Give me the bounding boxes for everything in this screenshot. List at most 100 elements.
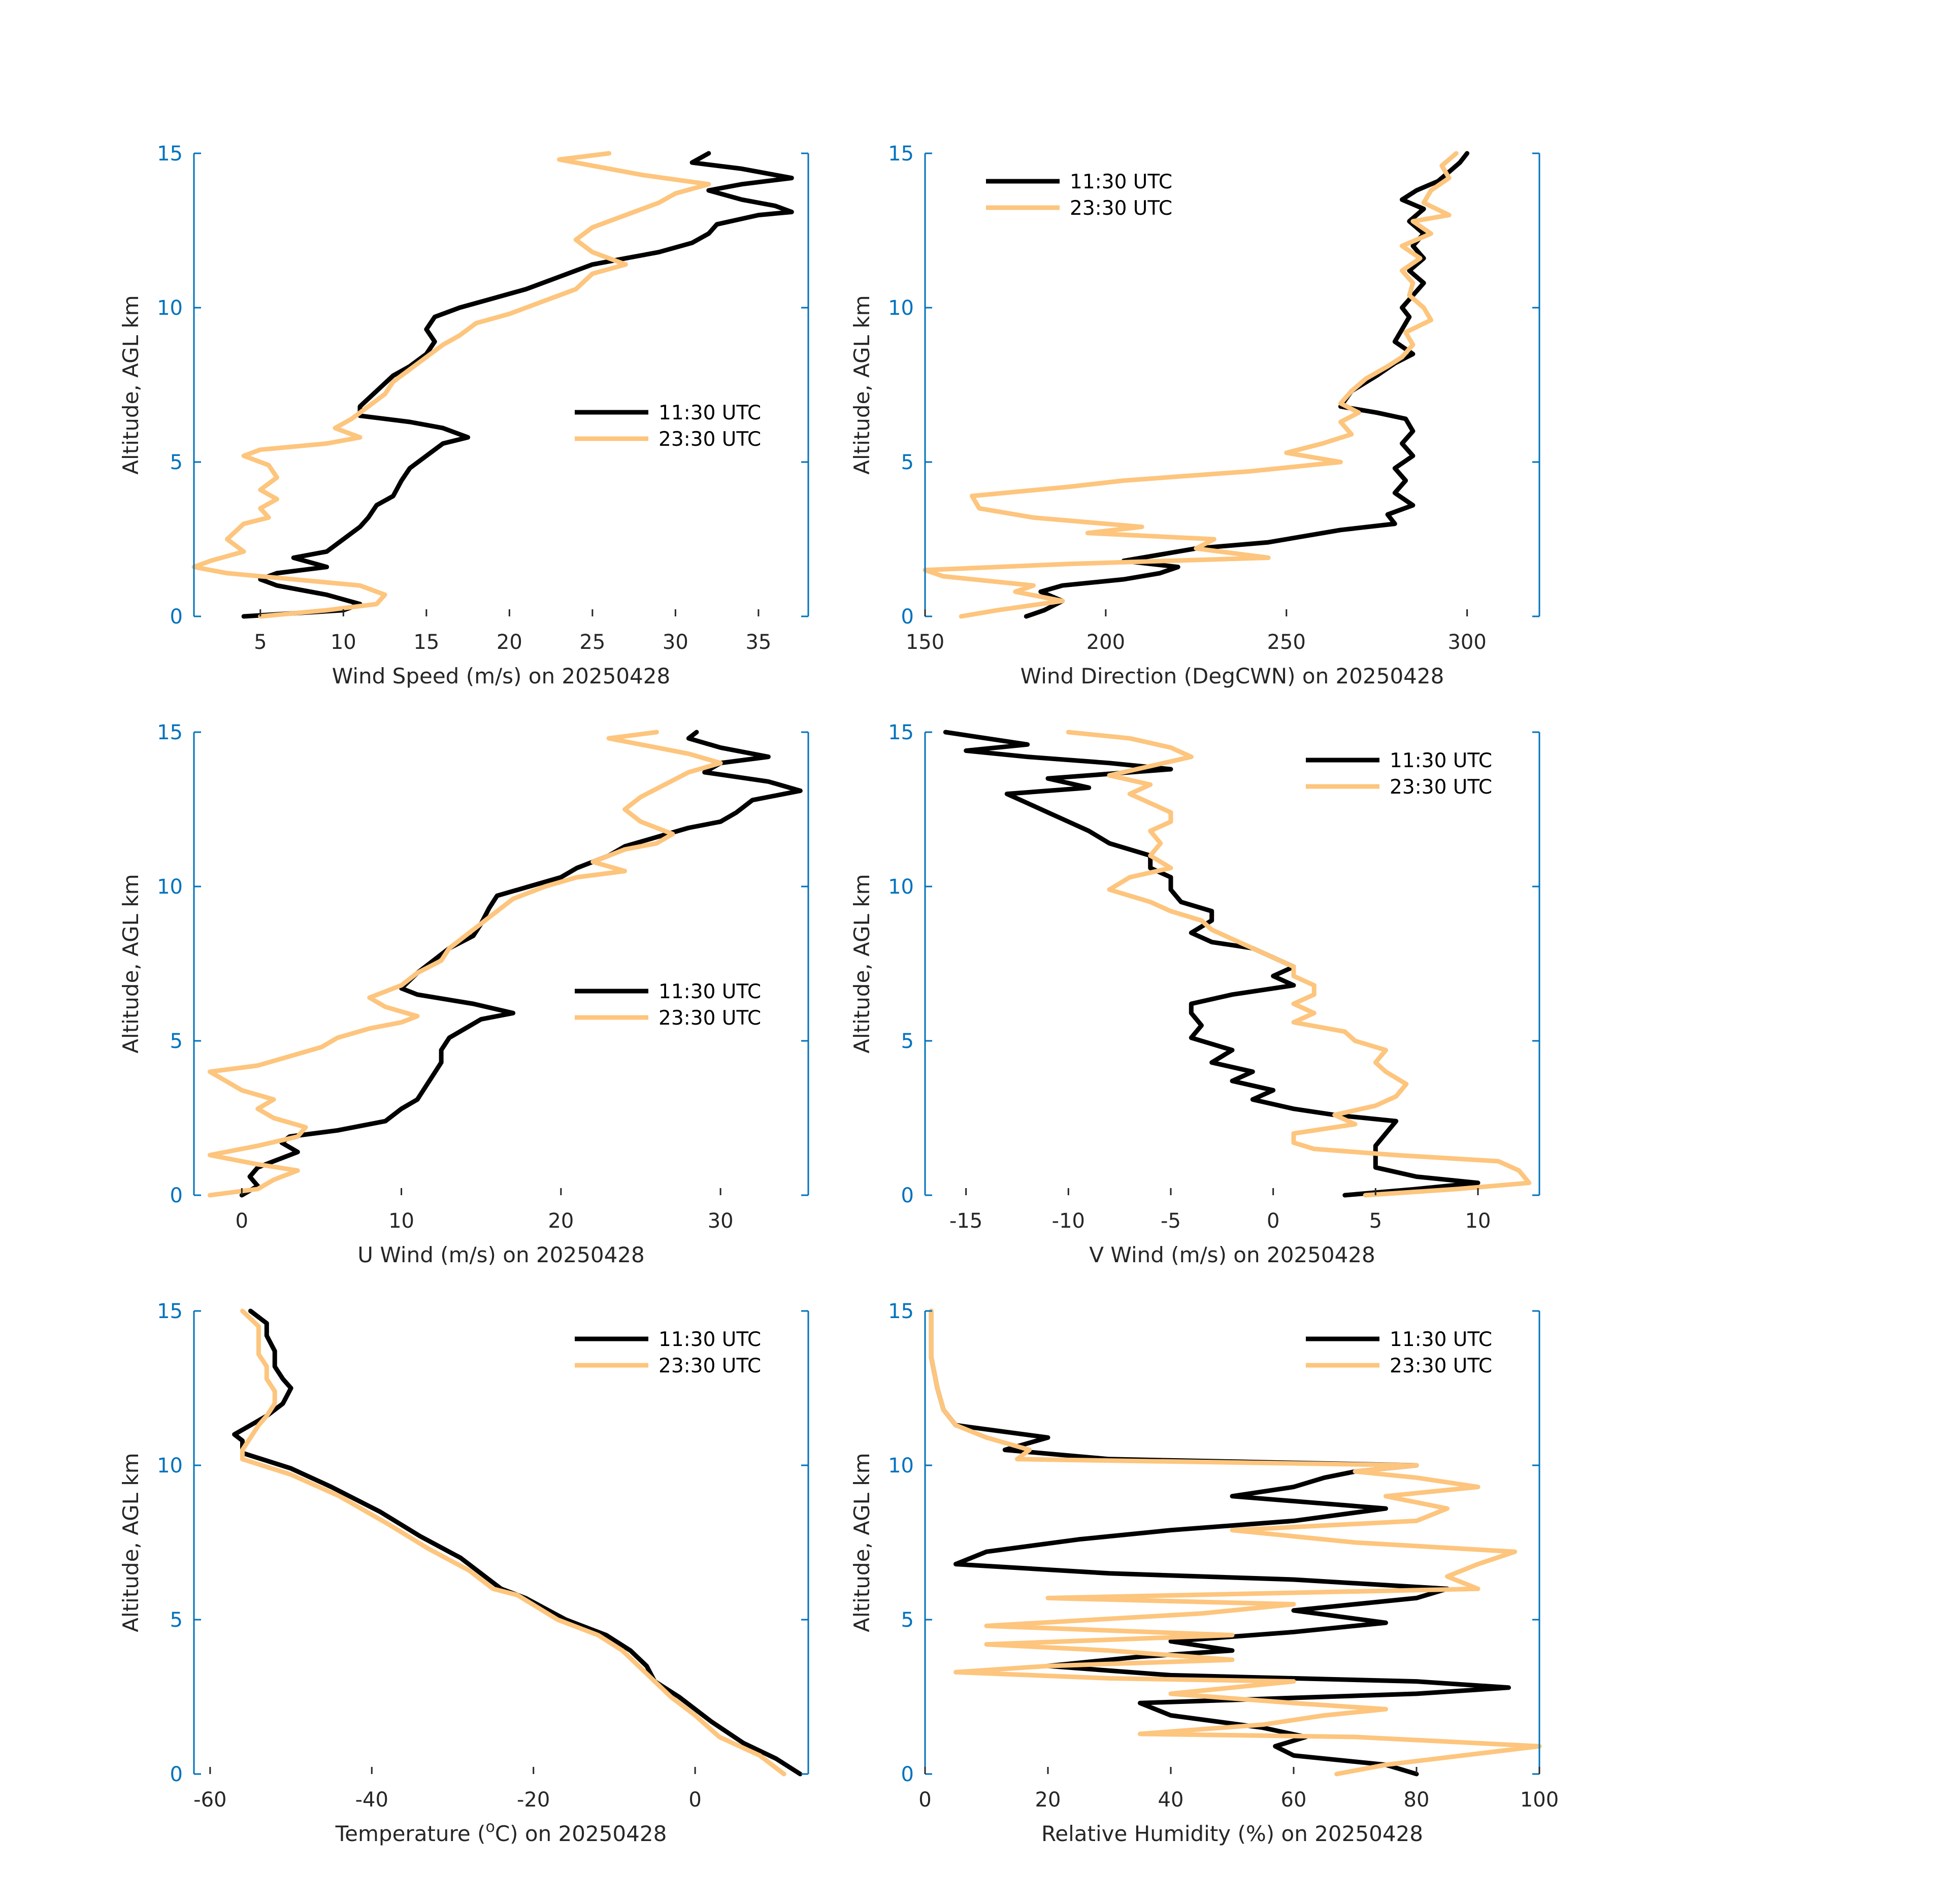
legend: 11:30 UTC 23:30 UTC xyxy=(575,402,761,451)
legend-label: 11:30 UTC xyxy=(659,1328,761,1351)
series-line-2330 xyxy=(923,151,1459,619)
x-tick-label: 10 xyxy=(1465,1209,1491,1233)
x-tick-label: -20 xyxy=(517,1788,550,1812)
x-tick-label: 20 xyxy=(497,631,522,654)
x-tick-label: 250 xyxy=(1267,631,1306,654)
x-tick-label: 60 xyxy=(1281,1788,1307,1812)
x-tick-label: 5 xyxy=(1369,1209,1382,1233)
y-tick-label: 15 xyxy=(157,721,183,744)
y-tick-label: 5 xyxy=(901,451,914,474)
y-tick-label: 0 xyxy=(901,605,914,629)
x-tick-label: 0 xyxy=(688,1788,701,1812)
panel-temperature: 0 5 10 15 -60 -40 -20 0 Altitude, AGL km Temperat… xyxy=(118,1300,809,1846)
y-tick-label: 10 xyxy=(157,875,183,899)
y-tick-label: 5 xyxy=(901,1030,914,1053)
y-tick-label: 5 xyxy=(170,1608,183,1632)
legend-label: 23:30 UTC xyxy=(1070,197,1172,220)
y-tick-label: 0 xyxy=(901,1184,914,1207)
legend-label: 23:30 UTC xyxy=(659,1355,761,1377)
y-tick-label: 15 xyxy=(888,142,914,166)
y-tick-label: 10 xyxy=(888,297,914,320)
series-line-1130 xyxy=(241,151,794,619)
x-tick-label: -10 xyxy=(1052,1209,1085,1233)
x-tick-label: 150 xyxy=(906,631,944,654)
y-axis-label: Altitude, AGL km xyxy=(849,874,874,1053)
y-tick-label: 5 xyxy=(170,451,183,474)
x-axis-label: Temperature (oC) on 20250428 xyxy=(335,1818,667,1846)
x-tick-label: 0 xyxy=(1267,1209,1279,1233)
x-axis-label: Wind Direction (DegCWN) on 20250428 xyxy=(1021,664,1444,688)
y-axis-label: Altitude, AGL km xyxy=(849,295,874,474)
y-tick-label: 5 xyxy=(901,1608,914,1632)
y-tick-label: 15 xyxy=(888,721,914,744)
x-tick-label: -5 xyxy=(1161,1209,1181,1233)
legend-label: 11:30 UTC xyxy=(1390,749,1492,772)
legend-label: 23:30 UTC xyxy=(659,428,761,451)
x-tick-label: 5 xyxy=(254,631,267,654)
x-tick-label: 40 xyxy=(1158,1788,1184,1812)
legend: 11:30 UTC 23:30 UTC xyxy=(986,171,1172,220)
series-line-2330 xyxy=(1066,730,1532,1198)
legend-label: 11:30 UTC xyxy=(659,980,761,1003)
series-line-2330 xyxy=(191,151,711,619)
panel-u-wind: 0 5 10 15 0 10 20 30 Altitude, AGL km U Wind (m/s… xyxy=(118,721,809,1267)
series-line-2330 xyxy=(240,1308,786,1777)
x-axis-label: Wind Speed (m/s) on 20250428 xyxy=(332,664,670,688)
x-tick-label: -15 xyxy=(949,1209,982,1233)
panel-v-wind: 0 5 10 15 -15 -10 -5 0 5 10 Altitude, AGL km V Wind… xyxy=(849,721,1540,1267)
y-tick-label: 10 xyxy=(157,297,183,320)
x-tick-label: 100 xyxy=(1520,1788,1559,1812)
y-axis-label: Altitude, AGL km xyxy=(118,1453,143,1632)
y-tick-label: 0 xyxy=(901,1763,914,1786)
y-tick-label: 15 xyxy=(157,142,183,166)
y-axis-label: Altitude, AGL km xyxy=(118,874,143,1053)
x-tick-label: -60 xyxy=(193,1788,226,1812)
x-tick-label: 0 xyxy=(918,1788,931,1812)
x-tick-label: 200 xyxy=(1087,631,1125,654)
y-tick-label: 0 xyxy=(170,1184,183,1207)
x-tick-label: 10 xyxy=(388,1209,414,1233)
x-axis-label: V Wind (m/s) on 20250428 xyxy=(1089,1242,1375,1267)
series-line-2330 xyxy=(929,1308,1542,1777)
legend-label: 11:30 UTC xyxy=(659,402,761,424)
x-tick-label: 20 xyxy=(1035,1788,1061,1812)
legend: 11:30 UTC 23:30 UTC xyxy=(575,980,761,1030)
y-axis-label: Altitude, AGL km xyxy=(849,1453,874,1632)
panel-wind-speed: 0 5 10 15 5 10 15 20 25 30 35 Altitude, AGL km Wind … xyxy=(118,142,809,688)
x-axis-label: Relative Humidity (%) on 20250428 xyxy=(1041,1821,1423,1846)
x-tick-label: 35 xyxy=(745,631,771,654)
x-tick-label: 30 xyxy=(708,1209,734,1233)
y-tick-label: 10 xyxy=(888,1454,914,1478)
y-axis-label: Altitude, AGL km xyxy=(118,295,143,474)
y-tick-label: 10 xyxy=(888,875,914,899)
y-tick-label: 15 xyxy=(888,1300,914,1323)
x-axis-label: U Wind (m/s) on 20250428 xyxy=(357,1242,645,1267)
series-line-2330 xyxy=(207,730,723,1198)
x-tick-label: 20 xyxy=(548,1209,574,1233)
x-tick-label: 25 xyxy=(579,631,605,654)
x-tick-label: -40 xyxy=(355,1788,388,1812)
y-tick-label: 15 xyxy=(157,1300,183,1323)
panel-relative-humidity: 0 5 10 15 0 20 40 60 80 100 Altitude, AGL km Relati… xyxy=(849,1300,1559,1846)
x-tick-label: 30 xyxy=(663,631,688,654)
legend: 11:30 UTC 23:30 UTC xyxy=(575,1328,761,1377)
legend-label: 11:30 UTC xyxy=(1390,1328,1492,1351)
x-tick-label: 0 xyxy=(236,1209,248,1233)
panel-wind-direction: 0 5 10 15 150 200 250 300 Altitude, AGL km Wind D… xyxy=(849,142,1540,688)
legend: 11:30 UTC 23:30 UTC xyxy=(1306,749,1492,799)
legend-label: 23:30 UTC xyxy=(1390,776,1492,799)
y-tick-label: 0 xyxy=(170,605,183,629)
legend: 11:30 UTC 23:30 UTC xyxy=(1306,1328,1492,1377)
legend-label: 11:30 UTC xyxy=(1070,171,1172,193)
y-tick-label: 10 xyxy=(157,1454,183,1478)
x-tick-label: 300 xyxy=(1447,631,1486,654)
legend-label: 23:30 UTC xyxy=(659,1007,761,1030)
series-line-1130 xyxy=(929,1308,1511,1777)
series-line-1130 xyxy=(239,730,803,1198)
x-tick-label: 80 xyxy=(1404,1788,1430,1812)
x-tick-label: 15 xyxy=(413,631,439,654)
x-tick-label: 10 xyxy=(331,631,356,654)
y-tick-label: 5 xyxy=(170,1030,183,1053)
